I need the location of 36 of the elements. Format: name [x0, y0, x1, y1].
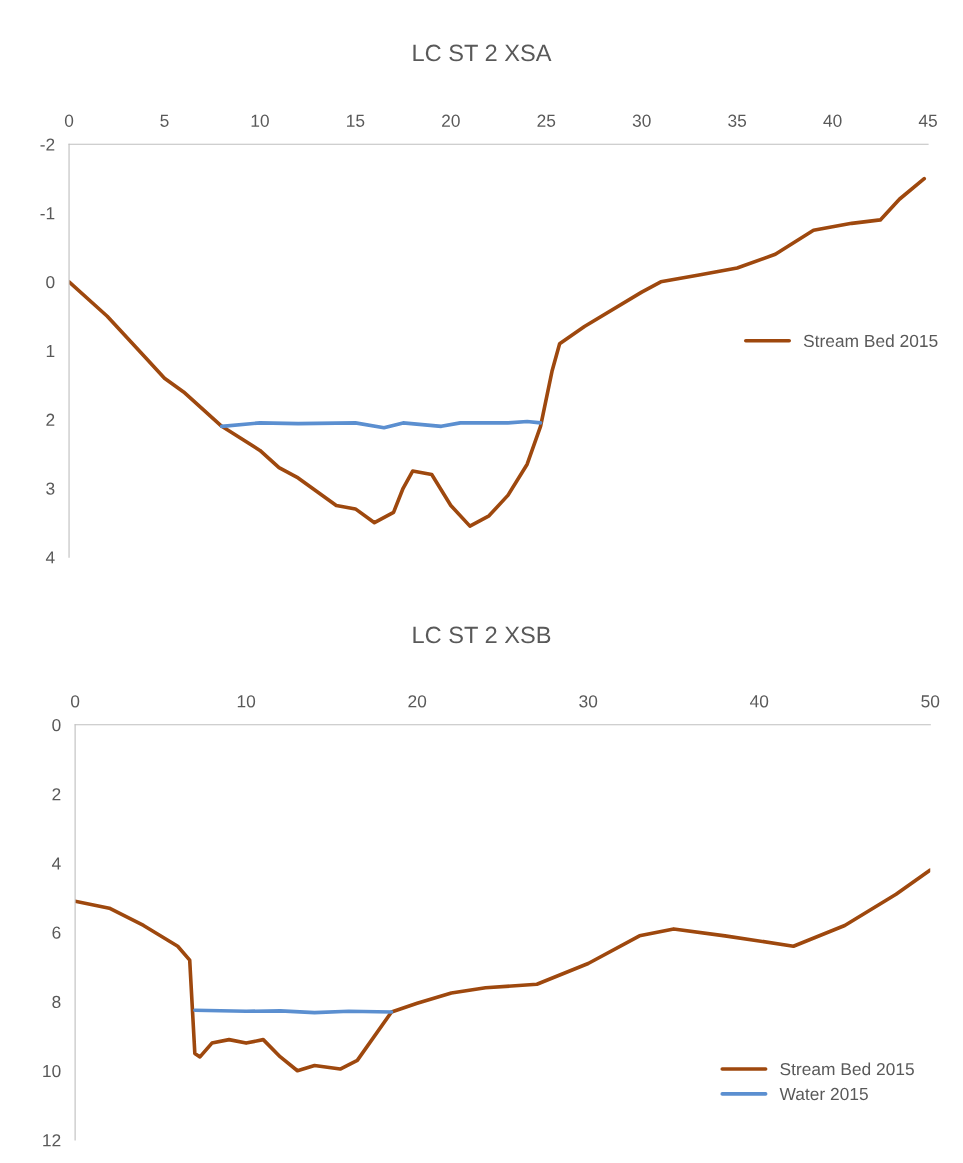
y-tick-label: 4 — [45, 551, 55, 564]
y-tick-label: -1 — [40, 207, 55, 220]
y-tick-label: 4 — [51, 857, 61, 870]
y-tick-label: 2 — [46, 413, 55, 426]
x-tick-label: 10 — [237, 695, 256, 708]
x-tick-label: 15 — [347, 114, 365, 127]
x-tick-label: 40 — [749, 695, 769, 708]
chart-title: LC ST 2 XSA — [413, 44, 552, 62]
y-tick-label: 12 — [43, 1134, 61, 1147]
legend-label: Water 2015 — [779, 1087, 868, 1101]
y-tick-label: 8 — [52, 995, 61, 1009]
x-tick-label: 20 — [408, 695, 427, 708]
y-tick-label: 0 — [52, 718, 61, 732]
x-tick-label: 5 — [160, 114, 169, 127]
x-tick-label: 0 — [70, 695, 80, 708]
x-tick-label: 30 — [632, 114, 651, 127]
legend-label: Stream Bed 2015 — [803, 334, 938, 348]
legend-label: Stream Bed 2015 — [780, 1062, 914, 1076]
y-tick-label: 3 — [46, 482, 55, 495]
x-tick-label: 20 — [442, 114, 460, 127]
line-series — [219, 419, 543, 430]
x-tick-label: 40 — [823, 114, 842, 127]
y-tick-label: 0 — [46, 276, 55, 289]
y-tick-label: 2 — [52, 788, 61, 801]
y-tick-label: 1 — [46, 344, 55, 357]
chart-title: LC ST 2 XSB — [413, 626, 551, 644]
x-tick-label: 45 — [918, 114, 937, 127]
y-tick-label: 6 — [52, 926, 61, 939]
x-tick-label: 50 — [921, 695, 940, 708]
x-tick-label: 25 — [537, 114, 556, 127]
x-tick-label: 30 — [579, 695, 598, 708]
x-tick-label: 10 — [251, 114, 269, 127]
y-tick-label: -2 — [40, 138, 55, 151]
x-tick-label: 0 — [64, 114, 74, 127]
x-tick-label: 35 — [728, 114, 747, 127]
y-tick-label: 10 — [43, 1064, 61, 1078]
